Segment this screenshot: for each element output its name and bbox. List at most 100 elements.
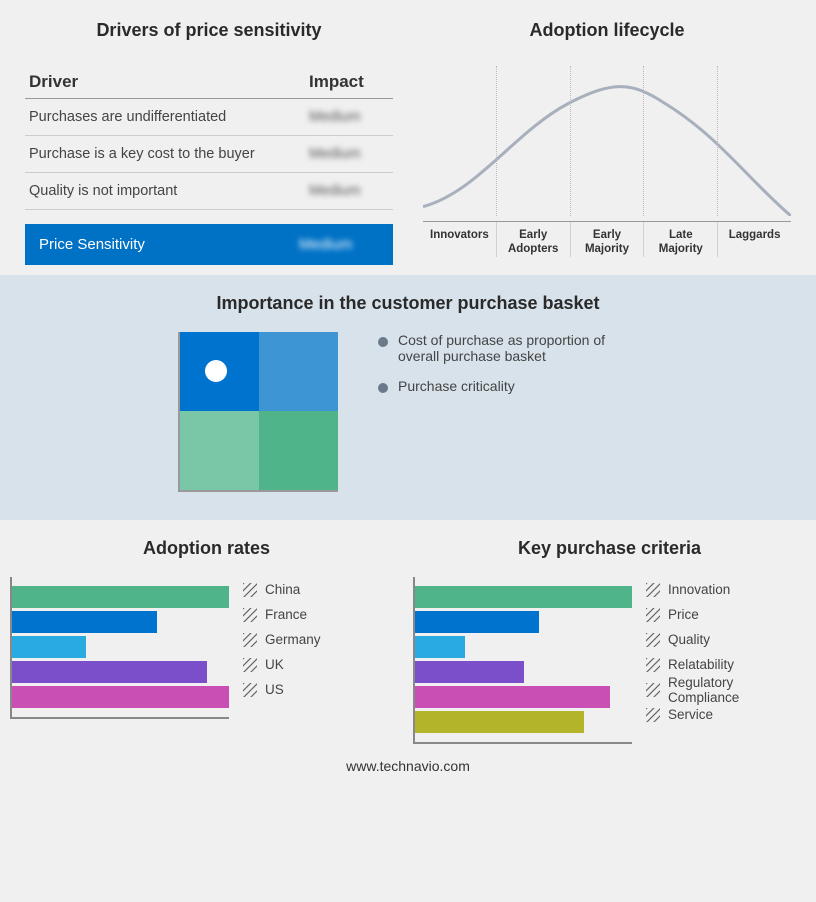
- lifecycle-title: Adoption lifecycle: [423, 20, 791, 41]
- lifecycle-label: Innovators: [423, 222, 497, 257]
- lifecycle-chart: InnovatorsEarlyAdoptersEarlyMajorityLate…: [423, 66, 791, 246]
- adoption-rates-legend: China France Germany UK US: [243, 577, 403, 719]
- driver-row: Purchase is a key cost to the buyer Mediu…: [25, 136, 393, 173]
- hatch-icon: [646, 608, 660, 622]
- hatch-icon: [243, 583, 257, 597]
- quadrant-cell-tr: [259, 332, 338, 411]
- quadrant-legend: Cost of purchase as proportion of overal…: [378, 332, 638, 408]
- bullet-icon: [378, 383, 388, 393]
- drivers-panel: Drivers of price sensitivity Driver Impa…: [10, 20, 408, 265]
- quadrant-chart: [178, 332, 338, 492]
- adoption-rates-title: Adoption rates: [10, 538, 403, 559]
- legend-label: Price: [668, 607, 699, 622]
- lifecycle-label: LateMajority: [644, 222, 718, 257]
- hatch-icon: [243, 633, 257, 647]
- legend-item: Price: [646, 602, 806, 627]
- purchase-criteria-title: Key purchase criteria: [413, 538, 806, 559]
- purchase-criteria-panel: Key purchase criteria Innovation Price Qua…: [413, 538, 806, 744]
- legend-item: US: [243, 677, 403, 702]
- driver-label: Purchase is a key cost to the buyer: [29, 146, 255, 162]
- legend-text: Purchase criticality: [398, 378, 515, 394]
- legend-item: Innovation: [646, 577, 806, 602]
- purchase-criteria-legend: Innovation Price Quality Relatability Regula…: [646, 577, 806, 744]
- adoption-rates-panel: Adoption rates China France Germany UK US: [10, 538, 403, 744]
- lifecycle-label: EarlyMajority: [571, 222, 645, 257]
- legend-label: Relatability: [668, 657, 734, 672]
- quadrant-legend-item: Cost of purchase as proportion of overal…: [378, 332, 638, 364]
- bar-row: [415, 636, 632, 658]
- lifecycle-label: EarlyAdopters: [497, 222, 571, 257]
- driver-row: Purchases are undifferentiated Medium: [25, 99, 393, 136]
- driver-label: Quality is not important: [29, 183, 177, 199]
- drivers-table-header: Driver Impact: [25, 66, 393, 99]
- hatch-icon: [243, 608, 257, 622]
- driver-row: Quality is not important Medium: [25, 173, 393, 210]
- drivers-summary: Price Sensitivity Medium: [25, 224, 393, 265]
- col-driver: Driver: [29, 72, 78, 92]
- hatch-icon: [243, 683, 257, 697]
- drivers-title: Drivers of price sensitivity: [25, 20, 393, 41]
- legend-label: US: [265, 682, 284, 697]
- legend-text: Cost of purchase as proportion of overal…: [398, 332, 638, 364]
- legend-label: Regulatory Compliance: [668, 675, 806, 705]
- bar-row: [415, 611, 632, 633]
- legend-item: Germany: [243, 627, 403, 652]
- legend-item: France: [243, 602, 403, 627]
- driver-label: Purchases are undifferentiated: [29, 109, 226, 125]
- bar-fill: [12, 661, 207, 683]
- bar-fill: [415, 661, 524, 683]
- legend-label: Quality: [668, 632, 710, 647]
- legend-label: Innovation: [668, 582, 730, 597]
- hatch-icon: [646, 658, 660, 672]
- hatch-icon: [646, 583, 660, 597]
- legend-item: Relatability: [646, 652, 806, 677]
- driver-impact: Medium: [309, 146, 389, 162]
- bar-fill: [415, 586, 632, 608]
- driver-impact: Medium: [309, 183, 389, 199]
- bar-fill: [12, 586, 229, 608]
- hatch-icon: [243, 658, 257, 672]
- legend-label: Germany: [265, 632, 321, 647]
- legend-label: France: [265, 607, 307, 622]
- bar-fill: [415, 711, 584, 733]
- purchase-criteria-bars: [413, 577, 632, 744]
- bar-row: [12, 611, 229, 633]
- legend-item: UK: [243, 652, 403, 677]
- bar-fill: [12, 611, 157, 633]
- quadrant-section: Importance in the customer purchase bask…: [0, 275, 816, 520]
- quadrant-legend-item: Purchase criticality: [378, 378, 638, 394]
- legend-item: Regulatory Compliance: [646, 677, 806, 702]
- legend-item: Quality: [646, 627, 806, 652]
- bar-fill: [12, 686, 229, 708]
- legend-item: Service: [646, 702, 806, 727]
- driver-impact: Medium: [309, 109, 389, 125]
- bar-row: [415, 661, 632, 683]
- hatch-icon: [646, 683, 660, 697]
- bar-row: [12, 686, 229, 708]
- bar-fill: [415, 636, 465, 658]
- footer-link: www.technavio.com: [0, 752, 816, 792]
- quadrant-cell-bl: [180, 411, 259, 490]
- legend-label: UK: [265, 657, 284, 672]
- summary-impact: Medium: [299, 236, 379, 253]
- quadrant-cell-br: [259, 411, 338, 490]
- bullet-icon: [378, 337, 388, 347]
- bar-row: [415, 586, 632, 608]
- bar-row: [415, 711, 632, 733]
- bar-fill: [12, 636, 86, 658]
- summary-label: Price Sensitivity: [39, 236, 145, 253]
- quadrant-title: Importance in the customer purchase bask…: [0, 293, 816, 314]
- bar-fill: [415, 611, 539, 633]
- bar-row: [12, 661, 229, 683]
- col-impact: Impact: [309, 72, 389, 92]
- bar-row: [415, 686, 632, 708]
- bar-row: [12, 636, 229, 658]
- lifecycle-panel: Adoption lifecycle InnovatorsEarlyAdopte…: [408, 20, 806, 265]
- lifecycle-label: Laggards: [718, 222, 791, 257]
- adoption-rates-bars: [10, 577, 229, 719]
- bar-row: [12, 586, 229, 608]
- hatch-icon: [646, 633, 660, 647]
- legend-label: Service: [668, 707, 713, 722]
- bar-fill: [415, 686, 610, 708]
- legend-label: China: [265, 582, 300, 597]
